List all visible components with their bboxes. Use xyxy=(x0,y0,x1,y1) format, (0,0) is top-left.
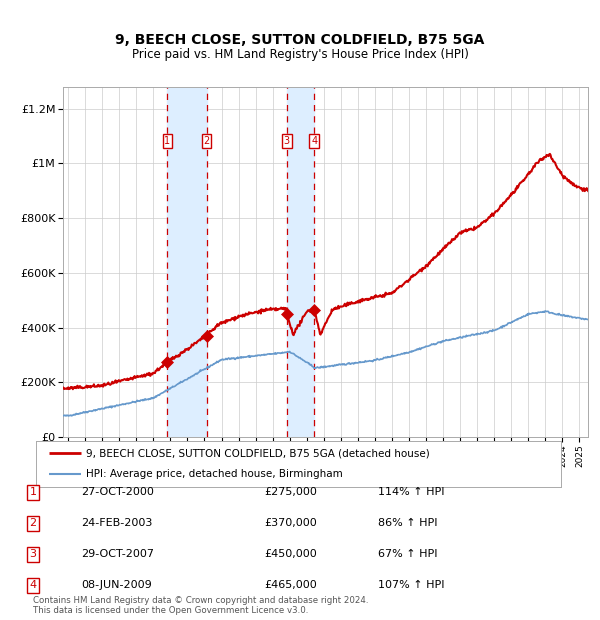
Text: 1: 1 xyxy=(29,487,37,497)
Text: 9, BEECH CLOSE, SUTTON COLDFIELD, B75 5GA: 9, BEECH CLOSE, SUTTON COLDFIELD, B75 5G… xyxy=(115,33,485,46)
Text: 3: 3 xyxy=(284,136,290,146)
Text: 3: 3 xyxy=(29,549,37,559)
Bar xyxy=(287,87,314,437)
Text: £465,000: £465,000 xyxy=(264,580,317,590)
Text: 1: 1 xyxy=(164,136,170,146)
Text: 86% ↑ HPI: 86% ↑ HPI xyxy=(378,518,437,528)
Text: 2: 2 xyxy=(203,136,209,146)
Text: 08-JUN-2009: 08-JUN-2009 xyxy=(81,580,152,590)
Text: 24-FEB-2003: 24-FEB-2003 xyxy=(81,518,152,528)
Text: £275,000: £275,000 xyxy=(264,487,317,497)
Text: 2: 2 xyxy=(29,518,37,528)
Text: 4: 4 xyxy=(29,580,37,590)
Text: 29-OCT-2007: 29-OCT-2007 xyxy=(81,549,154,559)
Text: £450,000: £450,000 xyxy=(264,549,317,559)
Text: 114% ↑ HPI: 114% ↑ HPI xyxy=(378,487,445,497)
Text: £370,000: £370,000 xyxy=(264,518,317,528)
Text: 27-OCT-2000: 27-OCT-2000 xyxy=(81,487,154,497)
Text: 107% ↑ HPI: 107% ↑ HPI xyxy=(378,580,445,590)
Bar xyxy=(167,87,206,437)
Text: Contains HM Land Registry data © Crown copyright and database right 2024.
This d: Contains HM Land Registry data © Crown c… xyxy=(33,596,368,615)
Text: 67% ↑ HPI: 67% ↑ HPI xyxy=(378,549,437,559)
Text: HPI: Average price, detached house, Birmingham: HPI: Average price, detached house, Birm… xyxy=(86,469,343,479)
Text: Price paid vs. HM Land Registry's House Price Index (HPI): Price paid vs. HM Land Registry's House … xyxy=(131,48,469,61)
Text: 4: 4 xyxy=(311,136,317,146)
Text: 9, BEECH CLOSE, SUTTON COLDFIELD, B75 5GA (detached house): 9, BEECH CLOSE, SUTTON COLDFIELD, B75 5G… xyxy=(86,448,430,458)
